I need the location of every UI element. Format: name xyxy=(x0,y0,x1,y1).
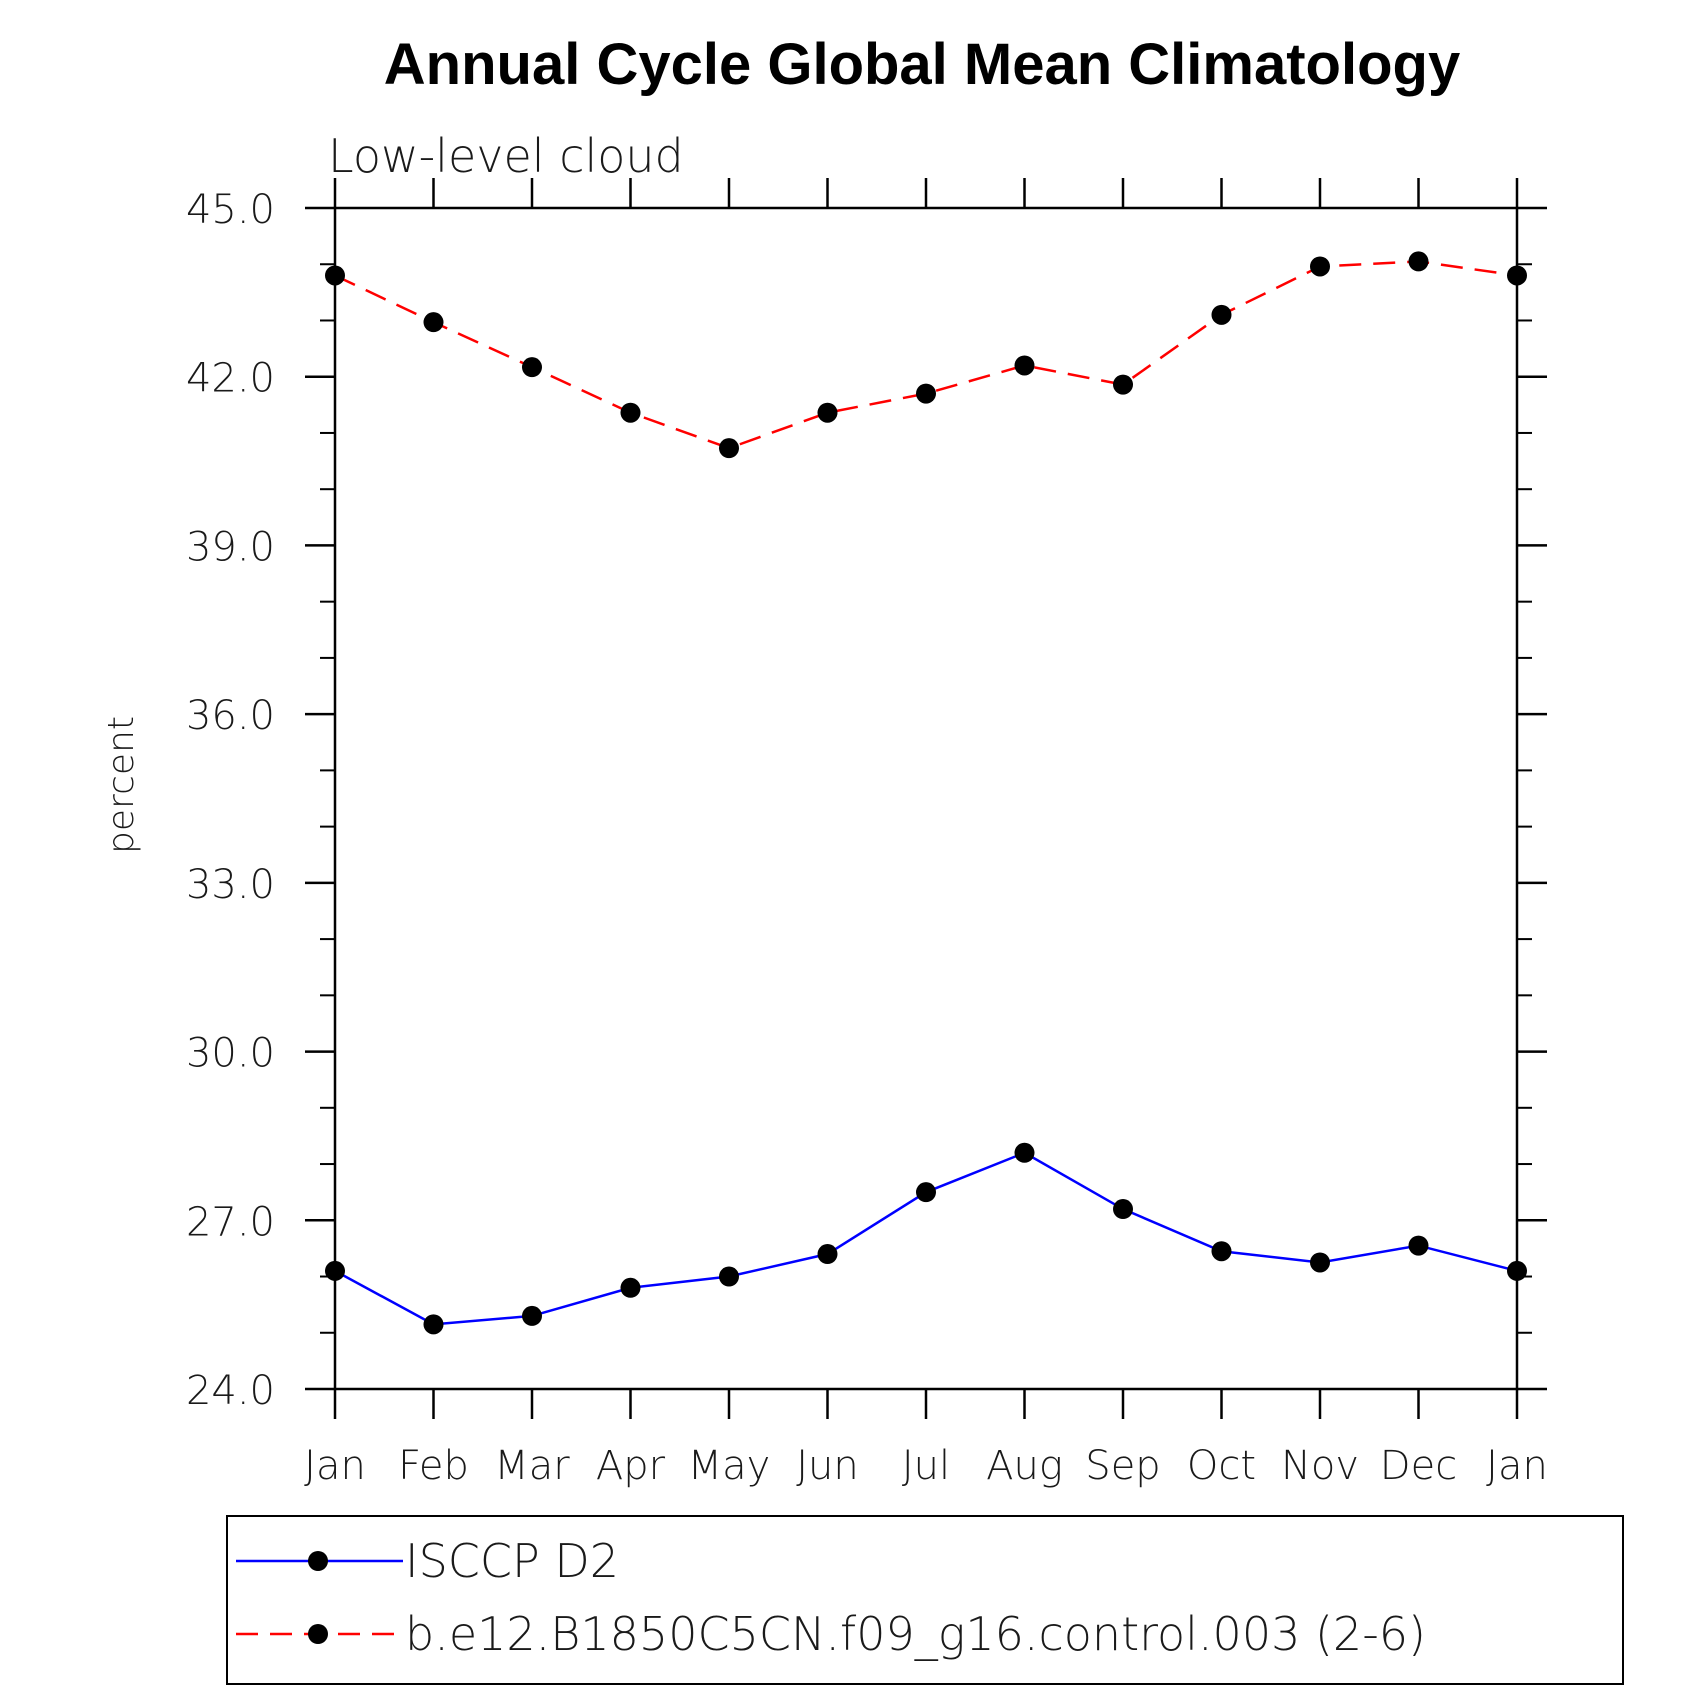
x-tick-label: Feb xyxy=(398,1443,469,1489)
series-0-point xyxy=(1014,1142,1035,1163)
series-line-1 xyxy=(334,260,1518,450)
legend-marker-0 xyxy=(308,1551,328,1571)
y-tick-label: 30.0 xyxy=(186,1031,275,1077)
series-1-point xyxy=(1310,256,1330,277)
series-1-point xyxy=(719,438,739,459)
series-0-point xyxy=(522,1305,542,1326)
legend: ISCCP D2 b.e12.B1850C5CN.f09_g16.control.… xyxy=(226,1515,1624,1685)
y-tick-label: 24.0 xyxy=(186,1368,275,1414)
legend-label-0: ISCCP D2 xyxy=(405,1534,619,1588)
series-1-point xyxy=(916,383,936,404)
series-1-point xyxy=(1408,251,1429,272)
series-1-point xyxy=(522,357,542,378)
x-tick-label: Mar xyxy=(494,1443,570,1489)
y-tick-label: 42.0 xyxy=(186,356,275,402)
series-0-point xyxy=(916,1182,936,1203)
x-tick-label: Aug xyxy=(986,1443,1063,1489)
y-tick-label: 27.0 xyxy=(186,1199,275,1245)
series-1-point xyxy=(1211,304,1232,325)
x-tick-label: Jan xyxy=(304,1443,366,1489)
x-tick-label: Jan xyxy=(1486,1443,1548,1489)
legend-box xyxy=(226,1515,1624,1685)
x-tick-label: May xyxy=(688,1443,771,1489)
series-0-point xyxy=(423,1314,444,1335)
series-layer xyxy=(325,251,1527,1335)
series-0-point xyxy=(817,1244,838,1265)
x-tick-label: Apr xyxy=(596,1443,666,1489)
series-1-point xyxy=(1014,355,1035,376)
series-0-point xyxy=(719,1266,739,1287)
axes-layer: Jan Feb Mar Apr May Jun Jul Aug Sep Oct Nov Dec Jan 2… xyxy=(186,178,1548,1489)
y-tick-label: 39.0 xyxy=(186,524,275,570)
x-tick-label: Dec xyxy=(1380,1443,1457,1489)
x-tick-label: Jun xyxy=(796,1443,859,1489)
series-1-point xyxy=(1113,374,1133,395)
x-tick-label: Nov xyxy=(1281,1443,1359,1489)
series-0-point xyxy=(1507,1260,1527,1281)
series-line-0 xyxy=(334,1151,1518,1326)
y-axis-label: percent xyxy=(101,716,142,854)
chart-title: Annual Cycle Global Mean Climatology xyxy=(384,32,1460,97)
series-1-point xyxy=(1507,265,1527,286)
series-0-point xyxy=(1113,1199,1133,1220)
series-1-point xyxy=(817,402,838,423)
series-0-point xyxy=(1408,1235,1429,1256)
x-tick-label: Oct xyxy=(1187,1443,1256,1489)
series-1-point xyxy=(423,312,444,333)
legend-label-1: b.e12.B1850C5CN.f09_g16.control.003 (2-6… xyxy=(405,1607,1426,1661)
legend-marker-1 xyxy=(308,1624,328,1644)
series-1-point xyxy=(620,402,641,423)
x-tick-label: Jul xyxy=(902,1443,950,1489)
y-tick-label: 36.0 xyxy=(186,693,275,739)
y-tick-label: 45.0 xyxy=(186,187,275,233)
y-tick-label: 33.0 xyxy=(186,862,275,908)
chart-subtitle: Low-level cloud xyxy=(328,129,684,183)
series-1-point xyxy=(325,265,345,286)
series-0-point xyxy=(1310,1252,1330,1273)
series-0-point xyxy=(1211,1241,1232,1262)
series-0-point xyxy=(325,1260,345,1281)
x-tick-label: Sep xyxy=(1085,1443,1160,1489)
series-0-point xyxy=(620,1277,641,1298)
